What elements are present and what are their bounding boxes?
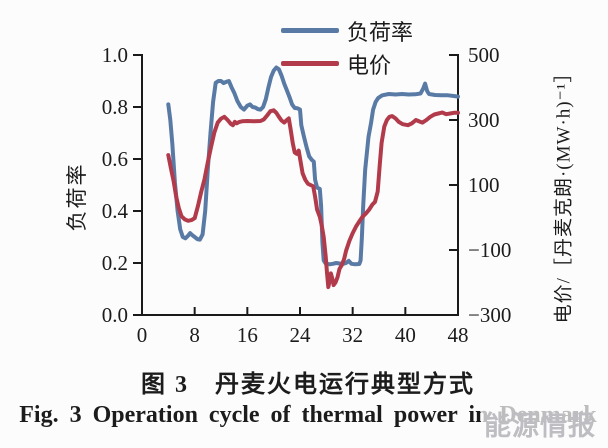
tick-label: 0.8 — [101, 95, 128, 119]
load-ratio-line — [166, 65, 460, 267]
tick-label: 8 — [189, 323, 200, 347]
price-line — [166, 108, 460, 290]
tick-label: 0.4 — [101, 199, 128, 223]
legend-label-price: 电价 — [347, 52, 392, 78]
caption-chinese: 图 3 丹麦火电运行典型方式 — [141, 372, 475, 398]
legend-item-load-ratio: 负荷率 — [281, 14, 413, 47]
tick-label: 0.6 — [101, 147, 128, 171]
tick-label: 32 — [342, 323, 364, 347]
tick-label: 24 — [289, 323, 311, 347]
tick-label: −100 — [468, 238, 512, 262]
tick-label: 0.2 — [101, 251, 128, 275]
legend-label-load-ratio: 负荷率 — [347, 19, 414, 45]
tick-label: 48 — [447, 323, 469, 347]
tick-label: −300 — [468, 303, 512, 327]
tick-label: 0 — [136, 323, 148, 347]
tick-label: 40 — [394, 323, 416, 347]
load-ratio-line-swatch — [281, 28, 339, 33]
legend: 负荷率 电价 — [281, 14, 413, 80]
tick-label: 0.0 — [101, 303, 128, 327]
tick-label: 16 — [236, 323, 258, 347]
tick-label: 300 — [468, 108, 500, 132]
tick-label: 100 — [468, 173, 500, 197]
legend-item-price: 电价 — [281, 47, 413, 80]
tick-label: 1.0 — [101, 43, 128, 67]
right-axis-title: 电价/［丹麦克朗·(MW·h)⁻¹］ — [553, 62, 575, 324]
tick-label: 500 — [468, 43, 500, 67]
watermark: 能源情报 — [481, 403, 599, 444]
price-line-swatch — [281, 61, 339, 66]
